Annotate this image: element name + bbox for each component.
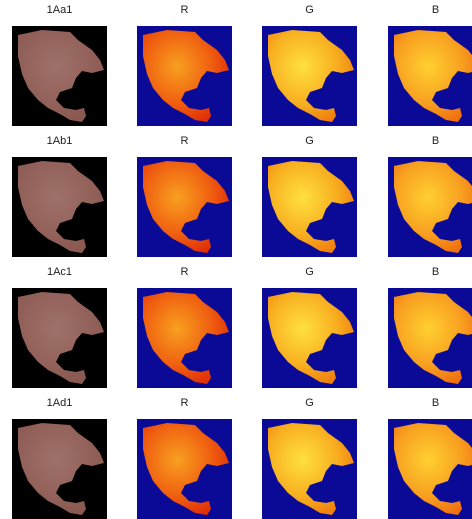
panel-image bbox=[388, 288, 472, 388]
panel-title: 1Aa1 bbox=[47, 4, 73, 16]
panel-title: 1Ac1 bbox=[47, 266, 72, 278]
panel-title: R bbox=[181, 266, 189, 278]
panel-image bbox=[388, 26, 472, 126]
panel-image bbox=[137, 288, 232, 388]
panel-title: B bbox=[432, 266, 439, 278]
panel-image bbox=[388, 157, 472, 257]
panel-title: G bbox=[305, 135, 314, 147]
panel-image bbox=[262, 26, 357, 126]
panel-image bbox=[12, 157, 107, 257]
panel-title: G bbox=[305, 266, 314, 278]
panel-image bbox=[262, 419, 357, 519]
panel-image bbox=[137, 419, 232, 519]
panel-image bbox=[262, 157, 357, 257]
panel-title: 1Ab1 bbox=[47, 135, 73, 147]
panel-title: R bbox=[181, 135, 189, 147]
panel-title: 1Ad1 bbox=[47, 397, 73, 409]
panel-image bbox=[137, 157, 232, 257]
panel-image bbox=[12, 288, 107, 388]
panel-image bbox=[388, 419, 472, 519]
panel-title: B bbox=[432, 135, 439, 147]
panel-title: B bbox=[432, 397, 439, 409]
panel-image bbox=[137, 26, 232, 126]
panel-image bbox=[12, 26, 107, 126]
panel-title: R bbox=[181, 4, 189, 16]
panel-image bbox=[262, 288, 357, 388]
figure: 1Aa1 R G B 1Ab1 R G B 1Ac1 R G B 1Ad1 R G B bbox=[0, 0, 472, 519]
panel-title: B bbox=[432, 4, 439, 16]
panel-image bbox=[12, 419, 107, 519]
panel-title: G bbox=[305, 4, 314, 16]
panel-title: G bbox=[305, 397, 314, 409]
panel-title: R bbox=[181, 397, 189, 409]
